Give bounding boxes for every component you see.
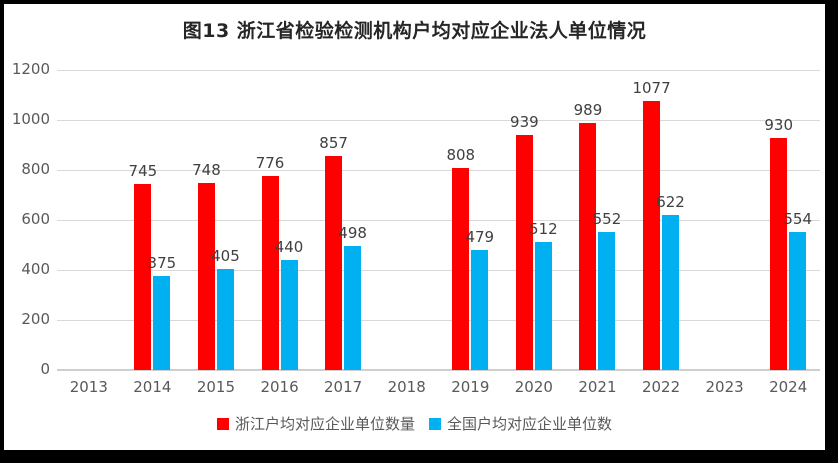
x-tick-label-2022: 2022 <box>641 378 681 396</box>
legend-swatch-red <box>216 417 229 430</box>
bar-national-2015 <box>216 268 234 370</box>
bar-zhejiang-2020 <box>515 135 533 370</box>
data-label-zhejiang-2014: 745 <box>128 161 158 180</box>
x-axis-line <box>57 369 820 371</box>
y-tick-label-800: 800 <box>21 160 50 178</box>
x-tick-label-2021: 2021 <box>578 378 617 396</box>
x-tick-label-2017: 2017 <box>324 378 363 396</box>
data-label-national-2020: 512 <box>529 220 558 238</box>
x-tick-label-2024: 2024 <box>769 378 808 396</box>
x-tick-label-2019: 2019 <box>451 378 490 396</box>
bar-zhejiang-2021 <box>579 122 597 370</box>
data-label-national-2014: 375 <box>147 254 177 273</box>
bar-zhejiang-2024 <box>770 137 788 370</box>
bar-national-2024 <box>789 231 807 370</box>
data-label-national-2017: 498 <box>338 223 367 242</box>
data-label-zhejiang-2019: 808 <box>446 146 476 164</box>
data-label-zhejiang-2016: 776 <box>255 154 285 172</box>
y-tick-label-400: 400 <box>21 260 50 278</box>
data-label-zhejiang-2021: 989 <box>573 100 603 119</box>
data-label-national-2021: 552 <box>592 210 622 228</box>
bar-zhejiang-2014 <box>134 183 152 370</box>
data-label-zhejiang-2017: 857 <box>319 133 348 152</box>
legend-item-national: 全国户均对应企业单位数 <box>429 413 612 434</box>
x-tick-label-2020: 2020 <box>514 378 553 396</box>
bar-zhejiang-2017 <box>325 155 343 370</box>
bar-national-2019 <box>471 250 489 370</box>
gridline-600 <box>57 220 820 221</box>
legend: 浙江户均对应企业单位数量 全国户均对应企业单位数 <box>4 413 825 434</box>
data-label-zhejiang-2022: 1077 <box>632 78 671 97</box>
data-label-national-2019: 479 <box>465 228 495 247</box>
plot-area: 745 375 748 405 776 440 857 498 808 479 939 512 989 5… <box>57 70 820 371</box>
legend-label-national: 全国户均对应企业单位数 <box>447 415 613 433</box>
gridline-1200 <box>57 70 820 71</box>
y-tick-label-1200: 1200 <box>11 60 50 78</box>
bar-zhejiang-2022 <box>643 100 661 370</box>
y-tick-label-0: 0 <box>40 360 50 378</box>
bar-zhejiang-2019 <box>452 168 470 370</box>
x-tick-label-2023: 2023 <box>705 378 744 396</box>
legend-item-zhejiang: 浙江户均对应企业单位数量 <box>216 413 415 434</box>
data-label-zhejiang-2020: 939 <box>510 113 539 132</box>
legend-swatch-blue <box>429 417 441 430</box>
data-label-zhejiang-2015: 748 <box>192 161 221 179</box>
gridline-200 <box>57 320 820 321</box>
y-tick-label-1000: 1000 <box>11 110 50 128</box>
chart-title: 图13 浙江省检验检测机构户均对应企业法人单位情况 <box>182 20 647 42</box>
y-tick-label-600: 600 <box>21 210 50 228</box>
x-tick-label-2013: 2013 <box>69 378 108 396</box>
x-tick-label-2016: 2016 <box>260 378 299 396</box>
gridline-400 <box>57 270 820 271</box>
data-label-national-2015: 405 <box>211 246 240 265</box>
x-tick-label-2018: 2018 <box>387 378 426 396</box>
bar-national-2017 <box>344 245 362 370</box>
chart-page: 图13 浙江省检验检测机构户均对应企业法人单位情况 745 375 748 405 77… <box>4 4 825 450</box>
bar-national-2022 <box>662 214 680 370</box>
legend-label-zhejiang: 浙江户均对应企业单位数量 <box>234 415 415 433</box>
gridline-800 <box>57 170 820 171</box>
bar-zhejiang-2015 <box>197 183 215 370</box>
bar-national-2014 <box>153 276 171 370</box>
y-tick-label-200: 200 <box>21 310 50 328</box>
bar-zhejiang-2016 <box>261 176 279 370</box>
gridline-1000 <box>57 120 820 121</box>
x-tick-label-2014: 2014 <box>133 378 172 396</box>
bar-national-2021 <box>598 232 616 370</box>
data-label-zhejiang-2024: 930 <box>764 115 794 134</box>
data-label-national-2024: 554 <box>783 209 813 228</box>
bar-national-2016 <box>280 260 298 370</box>
bar-national-2020 <box>534 242 552 370</box>
x-tick-label-2015: 2015 <box>196 378 236 396</box>
data-label-national-2016: 440 <box>274 238 304 256</box>
data-label-national-2022: 622 <box>656 192 685 211</box>
